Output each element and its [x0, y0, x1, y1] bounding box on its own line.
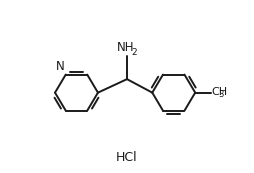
Text: N: N	[56, 60, 65, 73]
Text: HCl: HCl	[116, 151, 138, 164]
Text: NH: NH	[117, 41, 134, 54]
Text: CH: CH	[212, 87, 228, 97]
Text: 2: 2	[132, 48, 137, 57]
Text: 3: 3	[219, 90, 224, 99]
